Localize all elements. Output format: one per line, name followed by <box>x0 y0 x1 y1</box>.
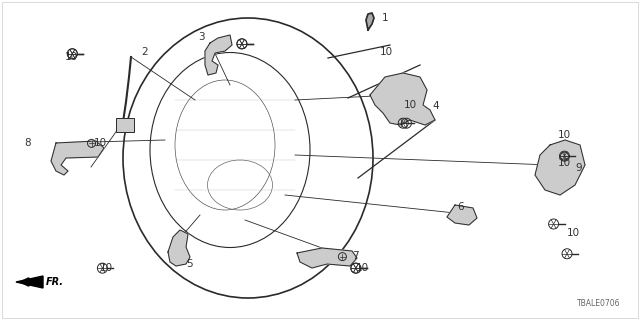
Text: 4: 4 <box>432 101 438 111</box>
Text: 7: 7 <box>352 251 358 261</box>
Text: FR.: FR. <box>46 277 64 287</box>
Text: 6: 6 <box>457 202 463 212</box>
FancyBboxPatch shape <box>116 118 134 132</box>
Text: 10: 10 <box>65 52 78 62</box>
Polygon shape <box>205 35 232 75</box>
Text: 10: 10 <box>404 100 417 110</box>
Text: 3: 3 <box>198 32 205 42</box>
Polygon shape <box>366 13 374 30</box>
Text: 10: 10 <box>94 138 107 148</box>
Text: 8: 8 <box>24 138 31 148</box>
Text: 10: 10 <box>558 130 571 140</box>
Text: 2: 2 <box>141 47 148 57</box>
Polygon shape <box>168 230 190 266</box>
Text: 10: 10 <box>356 263 369 273</box>
Text: TBALE0706: TBALE0706 <box>577 299 620 308</box>
Polygon shape <box>297 248 357 268</box>
Text: 9: 9 <box>575 163 582 173</box>
Polygon shape <box>16 276 43 288</box>
Polygon shape <box>370 73 435 125</box>
Text: 5: 5 <box>186 259 193 269</box>
Text: 10: 10 <box>558 158 571 168</box>
Text: 10: 10 <box>567 228 580 238</box>
Text: 10: 10 <box>380 47 393 57</box>
Polygon shape <box>51 141 104 175</box>
Polygon shape <box>535 140 585 195</box>
Text: 10: 10 <box>100 263 113 273</box>
Text: 1: 1 <box>382 13 388 23</box>
Polygon shape <box>447 205 477 225</box>
